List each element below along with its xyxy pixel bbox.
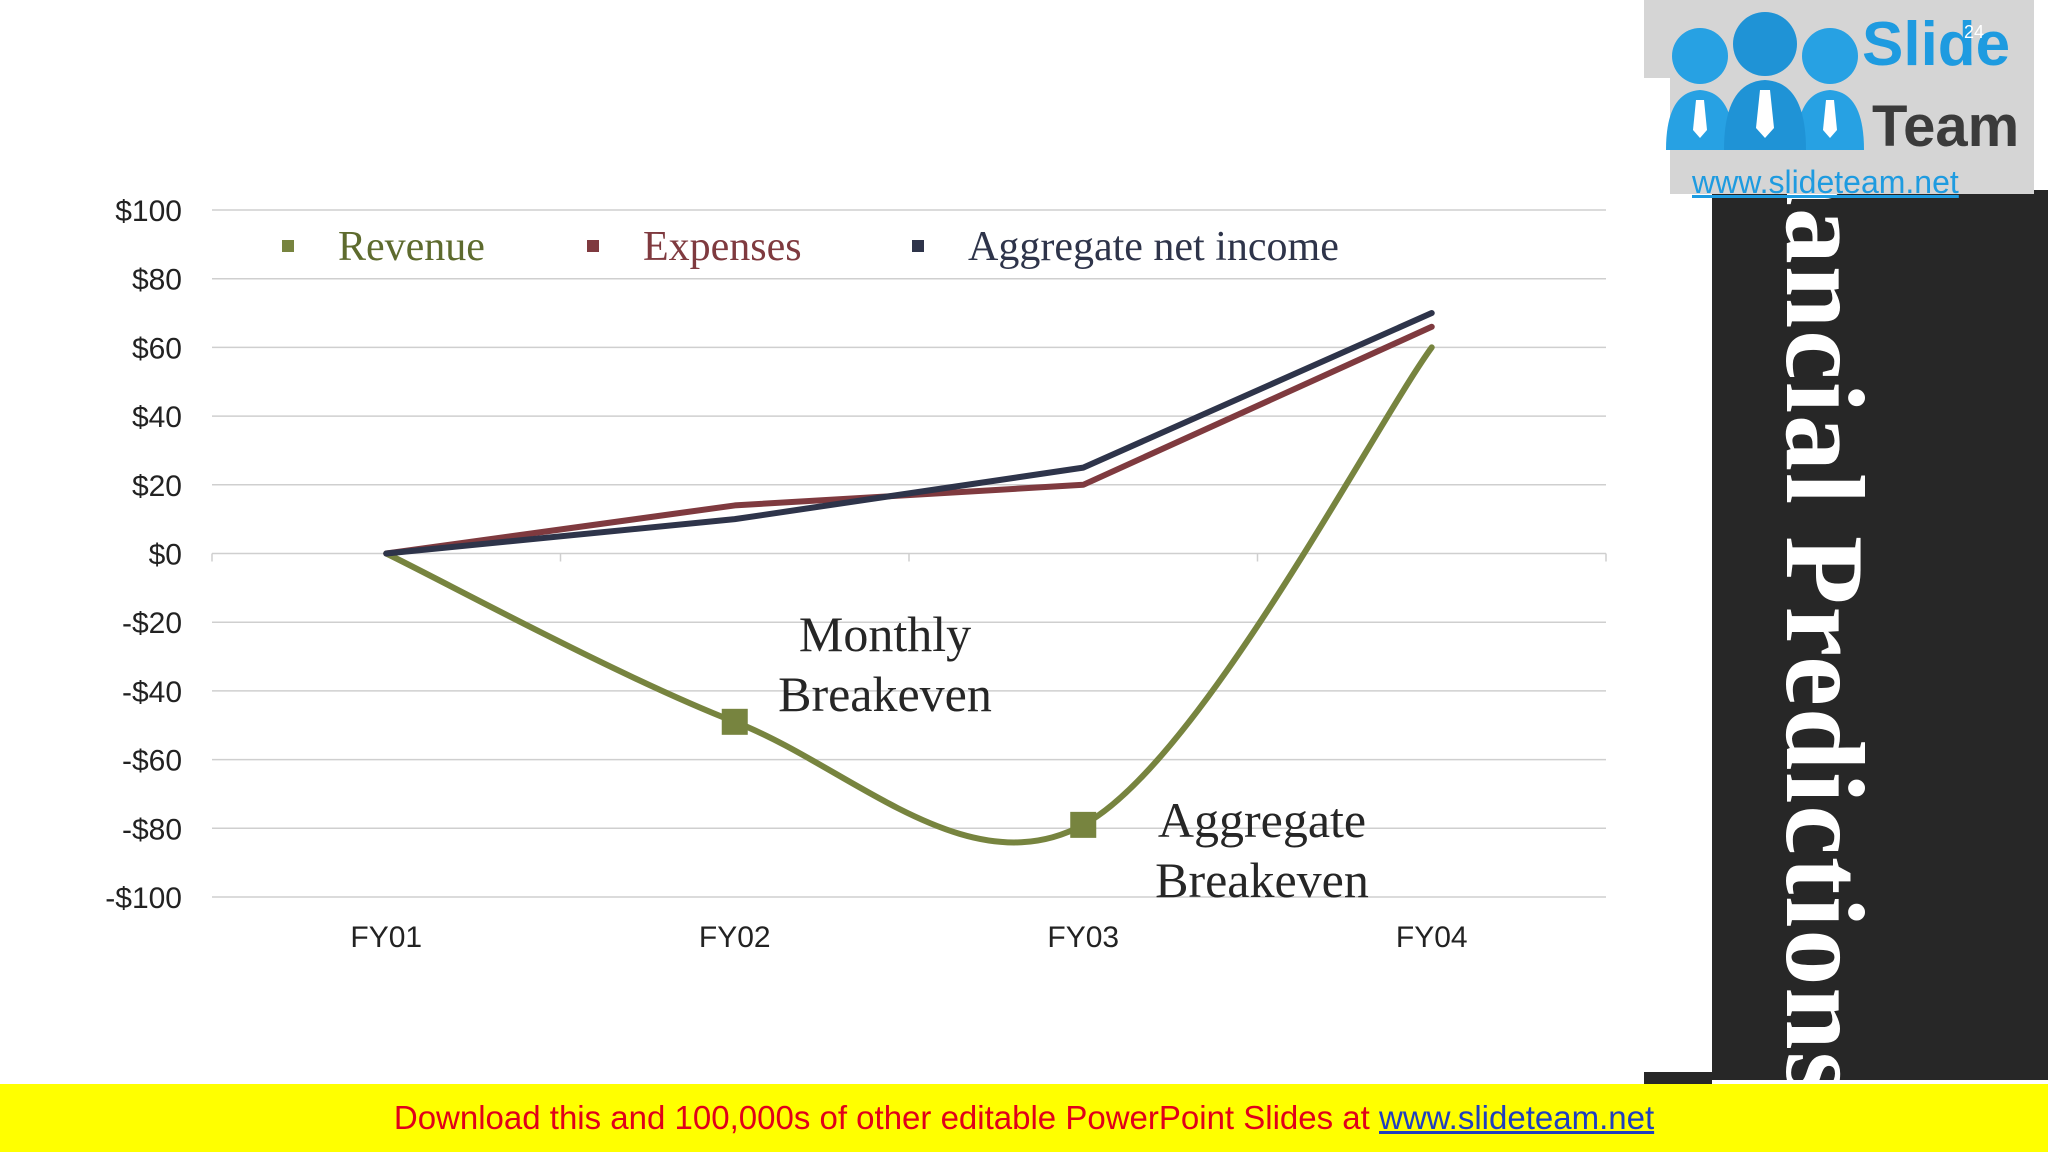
sidebar-edge bbox=[1644, 1072, 1712, 1084]
x-tick-label: FY02 bbox=[699, 921, 771, 954]
y-tick-label: $20 bbox=[132, 470, 182, 503]
banner-link[interactable]: www.slideteam.net bbox=[1379, 1099, 1655, 1136]
chart-markers bbox=[721, 708, 1097, 838]
legend-swatch bbox=[587, 240, 599, 252]
x-axis-labels: FY01 FY02 FY03 FY04 bbox=[350, 921, 1467, 954]
y-tick-label: $100 bbox=[115, 195, 182, 228]
y-tick-label: $0 bbox=[149, 539, 182, 572]
chart-gridlines bbox=[211, 209, 1607, 898]
logo-backdrop bbox=[1644, 78, 1670, 194]
series-line-aggregate-net-income bbox=[383, 310, 1435, 557]
x-tick-label: FY03 bbox=[1047, 921, 1119, 954]
chart-legend: Revenue Expenses Aggregate net income bbox=[282, 224, 1339, 270]
x-tick-label: FY04 bbox=[1396, 921, 1468, 954]
chart-annotation: Aggregate Breakeven bbox=[1155, 792, 1369, 908]
chart-annotation: Monthly Breakeven bbox=[778, 606, 992, 722]
y-tick-label: -$80 bbox=[122, 813, 182, 846]
page-number: 24 bbox=[1964, 22, 1985, 42]
y-tick-label: -$40 bbox=[122, 676, 182, 709]
logo-word-team: Team bbox=[1872, 94, 2020, 159]
legend-swatch bbox=[912, 240, 924, 252]
y-tick-label: -$20 bbox=[122, 607, 182, 640]
series-line-revenue bbox=[383, 344, 1435, 846]
x-tick-label: FY01 bbox=[350, 921, 422, 954]
y-tick-label: -$60 bbox=[122, 745, 182, 778]
y-axis-labels: $100 $80 $60 $40 $20 $0 -$20 -$40 -$60 -$80 -$100 bbox=[105, 195, 182, 915]
y-tick-label: $60 bbox=[132, 332, 182, 365]
chart-annotations: Monthly Breakeven Aggregate Breakeven bbox=[778, 606, 1369, 908]
legend-label: Revenue bbox=[338, 224, 485, 270]
data-marker bbox=[721, 708, 748, 735]
data-marker bbox=[1070, 811, 1097, 838]
download-banner: Download this and 100,000s of other edit… bbox=[0, 1084, 2048, 1152]
logo-word-slide: Slide bbox=[1862, 10, 2011, 79]
series-line-expenses bbox=[383, 323, 1435, 557]
legend-swatch bbox=[282, 240, 294, 252]
y-tick-label: -$100 bbox=[105, 882, 182, 915]
banner-text: Download this and 100,000s of other edit… bbox=[393, 1099, 1379, 1136]
chart-series bbox=[383, 310, 1435, 846]
y-tick-label: $80 bbox=[132, 264, 182, 297]
people-icon bbox=[1666, 12, 1864, 150]
legend-label: Expenses bbox=[643, 224, 802, 270]
logo-url-link[interactable]: www.slideteam.net bbox=[1692, 164, 1959, 200]
slideteam-logo[interactable]: Slide Team www.slideteam.net bbox=[1644, 0, 2034, 198]
y-tick-label: $40 bbox=[132, 401, 182, 434]
line-chart: $100$80$60$40$20$0-$20-$40-$60-$80-$100 … bbox=[105, 195, 1607, 954]
legend-label: Aggregate net income bbox=[968, 224, 1339, 270]
sidebar-panel bbox=[1712, 190, 2048, 1080]
